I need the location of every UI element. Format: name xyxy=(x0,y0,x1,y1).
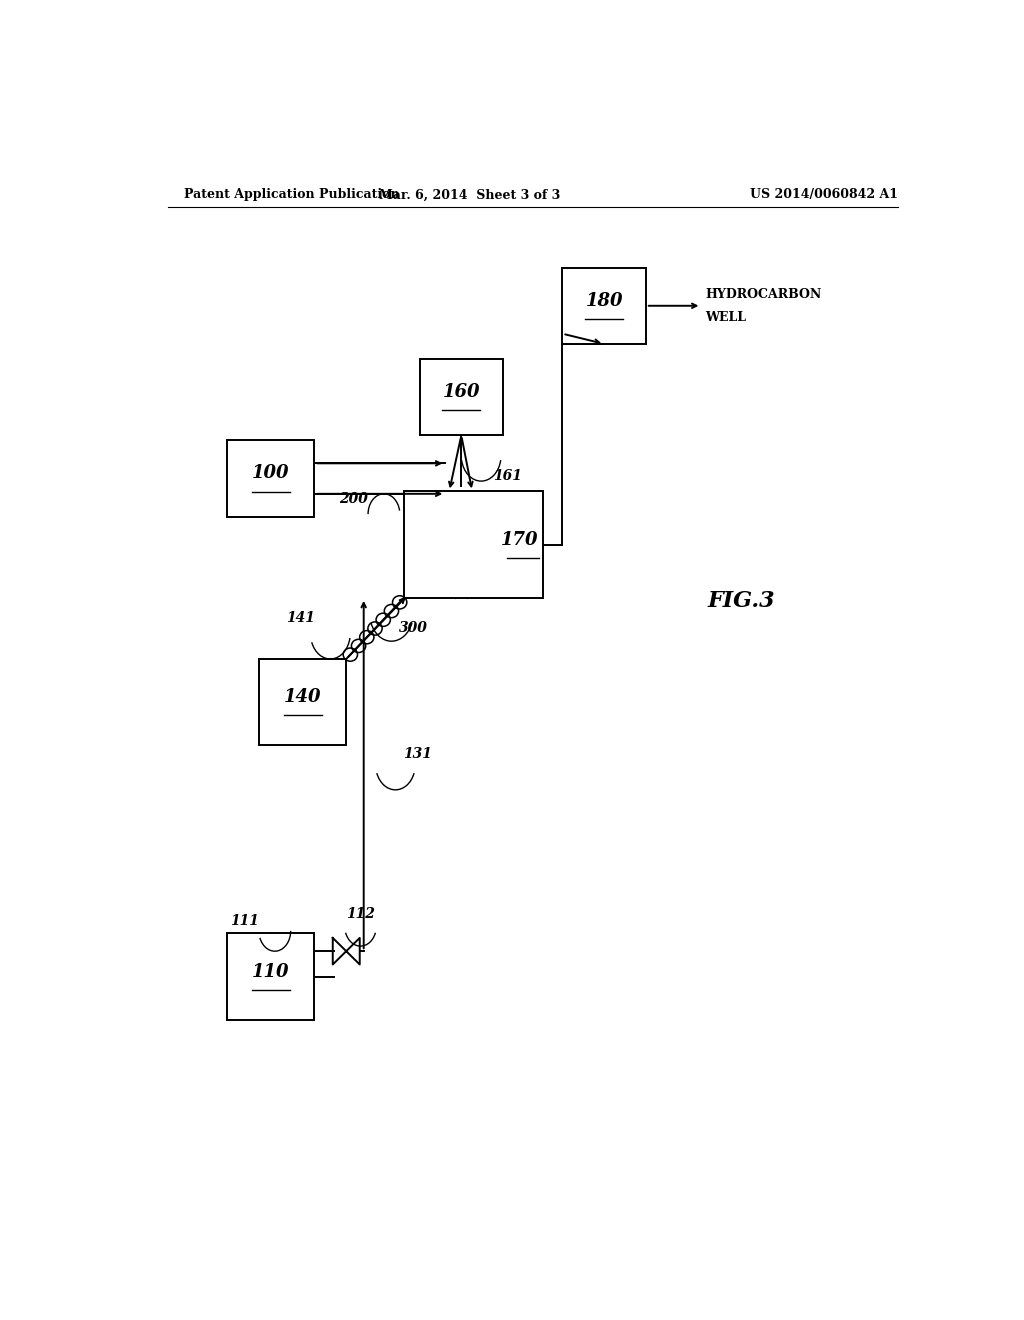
Text: 140: 140 xyxy=(284,688,322,706)
Text: 160: 160 xyxy=(442,383,480,401)
Text: US 2014/0060842 A1: US 2014/0060842 A1 xyxy=(750,189,898,202)
Text: 200: 200 xyxy=(339,492,368,506)
Text: 170: 170 xyxy=(501,531,539,549)
Bar xyxy=(227,933,314,1020)
Text: 112: 112 xyxy=(346,907,375,921)
Bar xyxy=(420,359,503,436)
Text: 161: 161 xyxy=(494,469,522,483)
Text: 131: 131 xyxy=(403,747,432,762)
Text: 180: 180 xyxy=(586,292,623,310)
Text: WELL: WELL xyxy=(706,312,746,323)
Text: Patent Application Publication: Patent Application Publication xyxy=(183,189,399,202)
Bar xyxy=(259,659,346,746)
Text: FIG.3: FIG.3 xyxy=(708,590,775,611)
Text: Mar. 6, 2014  Sheet 3 of 3: Mar. 6, 2014 Sheet 3 of 3 xyxy=(379,189,560,202)
Bar xyxy=(403,491,543,598)
Bar xyxy=(227,441,314,516)
Text: 100: 100 xyxy=(252,465,290,483)
Text: 300: 300 xyxy=(399,622,428,635)
Text: 110: 110 xyxy=(252,962,290,981)
Text: 111: 111 xyxy=(230,913,259,928)
Bar xyxy=(562,268,646,345)
Text: HYDROCARBON: HYDROCARBON xyxy=(706,288,821,301)
Text: 141: 141 xyxy=(286,611,314,626)
